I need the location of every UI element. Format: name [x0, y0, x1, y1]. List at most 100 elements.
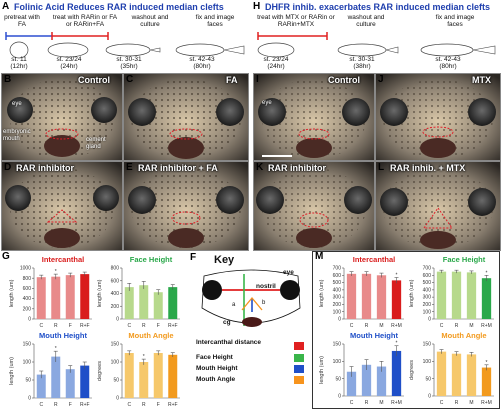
- key-nostril-label: nostril: [256, 283, 276, 290]
- x-tick-label: R+F: [80, 323, 90, 329]
- panel-letter-h: H: [253, 1, 261, 12]
- a-step-4-label: fix and image faces: [195, 14, 235, 28]
- legend-mouth-angle: Mouth Angle: [196, 375, 308, 386]
- left-eye-shape: [202, 280, 222, 300]
- y-tick-label: 0: [116, 317, 119, 323]
- bar: [153, 292, 163, 319]
- panel-letter-g: G: [2, 251, 10, 262]
- bar: [139, 285, 149, 319]
- a-step-2-label: treat with RARin or FA or RARin+FA: [52, 14, 118, 28]
- y-tick-label: 150: [333, 342, 342, 348]
- chart-title: Face Height: [443, 255, 486, 264]
- bar: [361, 364, 372, 396]
- h-time-1: (24hr): [267, 63, 285, 70]
- a-time-3: (35hr): [120, 63, 138, 70]
- x-tick-label: R+F: [168, 323, 178, 329]
- x-tick-label: C: [350, 400, 354, 406]
- chart-title: Mouth Angle: [441, 331, 486, 340]
- y-tick-label: 500: [333, 280, 342, 286]
- chart-title: Intercanthal: [42, 255, 85, 264]
- photo-e: [123, 161, 249, 251]
- bar: [466, 354, 477, 396]
- x-tick-label: C: [440, 323, 444, 329]
- panel-a-timeline: [5, 32, 245, 59]
- panel-letter-m: M: [315, 251, 324, 262]
- embryo-st23-icon: [257, 42, 295, 58]
- y-tick-label: 100: [23, 360, 32, 366]
- cement-gland-shape: [242, 317, 262, 327]
- bar: [80, 274, 90, 319]
- photo-letter-b: B: [4, 74, 12, 85]
- photo-label-l: RAR inhib. + MTX: [390, 163, 466, 173]
- y-tick-label: 50: [113, 378, 119, 384]
- y-tick-label: 400: [23, 296, 32, 302]
- y-tick-label: 150: [23, 342, 32, 348]
- y-tick-label: 600: [23, 286, 32, 292]
- y-tick-label: 600: [333, 273, 342, 279]
- photo-label-k: RAR inhibitor: [268, 163, 326, 173]
- y-axis-label: length (um): [319, 356, 325, 384]
- a-stage-2: st. 23/24: [56, 56, 82, 63]
- y-tick-label: 300: [423, 295, 432, 301]
- right-eye-shape: [280, 280, 300, 300]
- x-tick-label: R: [365, 400, 369, 406]
- y-axis-label: degrees: [97, 361, 103, 381]
- x-tick-label: C: [39, 323, 43, 329]
- h-step-2-label: washout and culture: [347, 14, 385, 28]
- legend-intercanthal-swatch: [294, 342, 304, 350]
- bar: [124, 353, 134, 398]
- significance-star: *: [55, 269, 57, 275]
- bar: [65, 369, 75, 398]
- photo-letter-j: J: [378, 74, 384, 85]
- x-tick-label: R+M: [391, 400, 402, 406]
- y-tick-label: 0: [28, 396, 31, 402]
- key-cg-label: cg: [223, 319, 231, 326]
- x-tick-label: C: [39, 402, 43, 408]
- photo-label-c: FA: [226, 75, 238, 85]
- eye-annotation: eye: [262, 100, 272, 106]
- bar: [391, 280, 402, 319]
- x-tick-label: R: [365, 323, 369, 329]
- legend-mouth-angle-label: Mouth Angle: [196, 376, 236, 383]
- significance-star: *: [143, 354, 145, 360]
- a-stage-1: st. 11: [11, 56, 27, 63]
- photo-c: [123, 73, 249, 161]
- chart-title: Mouth Angle: [128, 331, 173, 340]
- chart-g-mouth-height: Mouth Height length (um) 0 50 100 150 C R * F R+F: [9, 331, 92, 408]
- y-tick-label: 50: [425, 376, 431, 382]
- bar: [481, 367, 492, 396]
- legend-mouth-height-swatch: [294, 365, 304, 373]
- y-tick-label: 100: [111, 360, 120, 366]
- chart-m-mouth-angle: Mouth Angle degrees 0 50 100 150 C R M R+M *: [409, 331, 494, 406]
- h-time-3: (80hr): [439, 63, 457, 70]
- embryo-st23-icon: [47, 42, 89, 58]
- cement-gland-annotation: cement gland: [86, 137, 106, 150]
- bar: [466, 272, 477, 319]
- x-tick-label: F: [69, 323, 72, 329]
- chart-title: Mouth Height: [350, 331, 398, 340]
- y-tick-label: 1000: [20, 266, 31, 272]
- h-stage-3: st. 42-43: [435, 56, 461, 63]
- mouth-angle-lines: [241, 296, 263, 311]
- tadpole-face-image: [2, 74, 122, 160]
- photo-i: [253, 73, 375, 161]
- photo-k: [253, 161, 375, 251]
- photo-label-i: Control: [328, 75, 360, 85]
- x-tick-label: R+F: [168, 402, 178, 408]
- x-tick-label: F: [69, 402, 72, 408]
- legend-mouth-angle-swatch: [294, 376, 304, 384]
- photo-label-j: MTX: [472, 75, 491, 85]
- y-tick-label: 100: [423, 309, 432, 315]
- y-axis-label: length (um): [319, 279, 325, 307]
- y-tick-label: 0: [338, 394, 341, 400]
- tadpole-face-image: [376, 162, 500, 250]
- y-axis-label: length (um): [97, 279, 103, 307]
- chart-g-face-height: Face Height length (um) 0 200 400 600 800 C R F R+…: [97, 255, 180, 329]
- significance-star: *: [486, 360, 488, 366]
- y-tick-label: 200: [333, 302, 342, 308]
- a-stage-3: st. 30-31: [116, 56, 142, 63]
- y-axis-label: length (um): [9, 279, 15, 307]
- x-tick-label: R+M: [481, 400, 492, 406]
- eye-annotation: eye: [12, 101, 22, 107]
- y-tick-label: 0: [428, 394, 431, 400]
